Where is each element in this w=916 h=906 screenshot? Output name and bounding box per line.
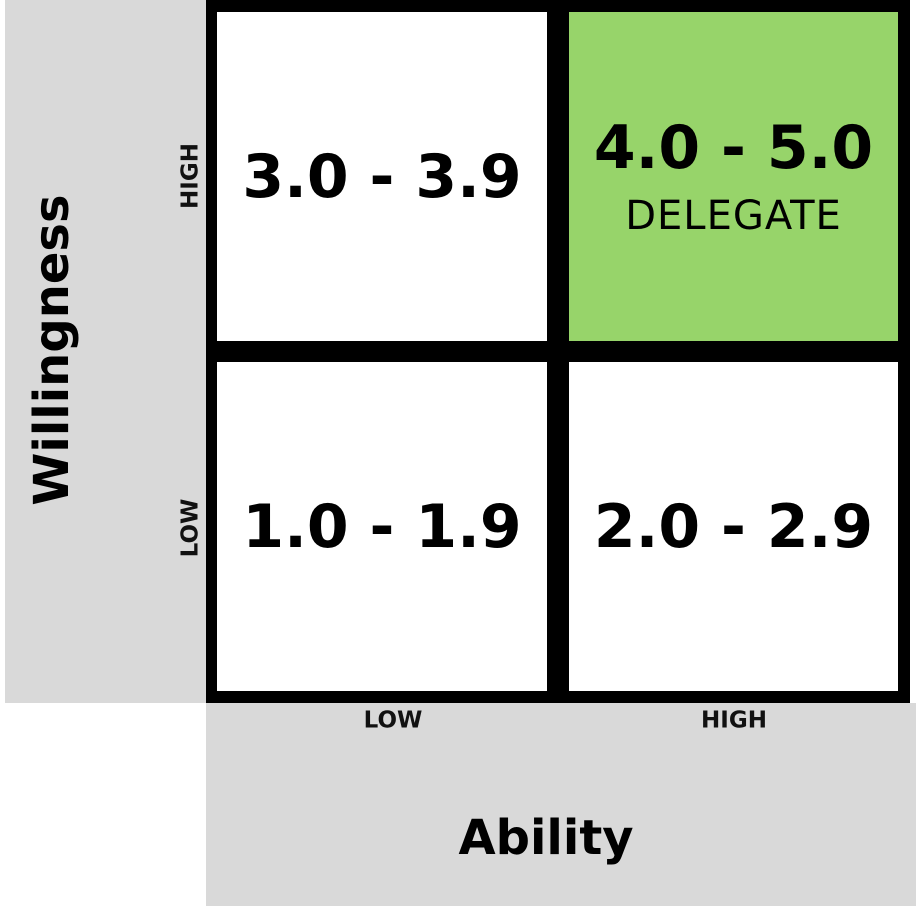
cell-range-label: 4.0 - 5.0: [593, 112, 874, 183]
x-tick-high: HIGH: [701, 707, 767, 734]
x-tick-low: LOW: [363, 707, 423, 734]
y-tick-high: HIGH: [177, 143, 204, 209]
x-axis-title: Ability: [458, 810, 634, 866]
cell-low-willingness-high-ability: 2.0 - 2.9: [569, 362, 898, 691]
willingness-axis-panel: [5, 0, 206, 703]
ability-axis-panel: [206, 703, 916, 906]
cell-high-willingness-high-ability: 4.0 - 5.0 DELEGATE: [569, 12, 898, 341]
cell-range-label: 2.0 - 2.9: [593, 491, 874, 562]
cell-high-willingness-low-ability: 3.0 - 3.9: [217, 12, 547, 341]
cell-range-label: 3.0 - 3.9: [242, 141, 522, 212]
cell-range-label: 1.0 - 1.9: [242, 491, 522, 562]
y-axis-title: Willingness: [24, 194, 80, 506]
cell-low-willingness-low-ability: 1.0 - 1.9: [217, 362, 547, 691]
y-tick-low: LOW: [177, 498, 204, 558]
delegate-label: DELEGATE: [625, 192, 842, 239]
